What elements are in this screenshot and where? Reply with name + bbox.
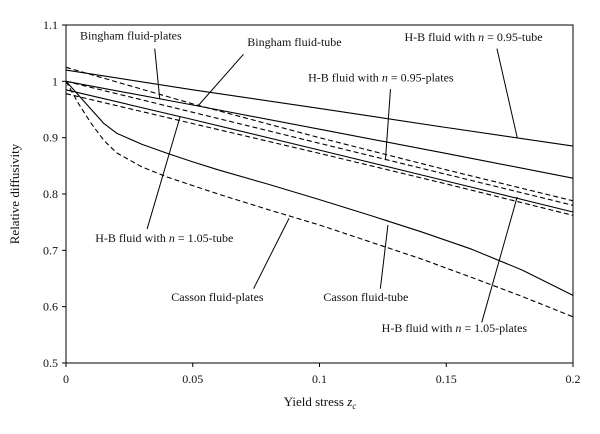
x-tick-label: 0: [63, 372, 69, 386]
x-tick-label: 0.2: [566, 372, 581, 386]
annotation-label: Bingham fluid-plates: [80, 29, 182, 43]
y-tick-label: 0.9: [43, 131, 58, 145]
annotation-label-suffix: = 0.95-tube: [484, 30, 542, 44]
annotation-leader-line: [384, 89, 391, 161]
annotation-label-text: H-B fluid with: [308, 70, 382, 84]
series-line-h-b-fluid-with-n-1-05-tube: [65, 89, 574, 213]
annotation-label: Bingham fluid-tube: [247, 35, 341, 49]
annotation-label: Casson fluid-tube: [323, 290, 408, 304]
x-tick-group: 0 0.05 0.1 0.15 0.2: [63, 363, 581, 386]
annotation-leader-line: [379, 224, 389, 289]
annotation-leader-line: [154, 48, 161, 100]
annotation-leader-line: [481, 196, 518, 323]
y-tick-label: 0.8: [43, 187, 58, 201]
y-tick-label: 0.5: [43, 356, 58, 370]
y-tick-label: 0.7: [43, 243, 58, 257]
annotation-label-text: H-B fluid with: [382, 321, 456, 335]
annotation-label-text: Bingham fluid-tube: [247, 35, 341, 49]
series-line-h-b-fluid-with-n-1-05-plates: [65, 93, 574, 216]
x-tick-label: 0.05: [182, 372, 203, 386]
annotation-label-var: n: [455, 321, 461, 335]
annotation-group: Bingham fluid-plates Bingham fluid-tube H-…: [80, 29, 543, 335]
y-axis-label: Relative diffusivity: [7, 143, 22, 244]
annotation-label-text: H-B fluid with: [404, 30, 478, 44]
annotation-leader-line: [253, 217, 290, 289]
x-axis-label: Yield stress zc: [284, 394, 357, 411]
annotation-label: H-B fluid with n = 0.95-plates: [308, 70, 454, 84]
annotation-label-var: n: [169, 231, 175, 245]
annotation-label-suffix: = 1.05-plates: [461, 321, 527, 335]
annotation-label: H-B fluid with n = 1.05-plates: [382, 321, 528, 335]
x-axis-label-var: z: [346, 394, 352, 409]
annotation-label-var: n: [382, 70, 388, 84]
y-tick-label: 1.1: [43, 18, 58, 32]
y-tick-label: 0.6: [43, 300, 58, 314]
annotation-label: Casson fluid-plates: [171, 290, 264, 304]
series-line-h-b-fluid-with-n-0-95-tube: [65, 69, 574, 147]
annotation-leader-line: [496, 48, 518, 138]
series-line-h-b-fluid-with-n-0-95-plates: [65, 66, 574, 202]
series-line-casson-fluid-tube: [65, 80, 574, 296]
annotation-label-text: H-B fluid with: [95, 231, 169, 245]
x-tick-label: 0.15: [436, 372, 457, 386]
annotation-leader-line: [197, 53, 244, 107]
series-line-bingham-fluid-tube: [65, 80, 574, 206]
annotation-label-var: n: [478, 30, 484, 44]
annotation-label-text: Casson fluid-plates: [171, 290, 264, 304]
x-axis-label-sub: c: [352, 401, 356, 411]
series-group: [65, 66, 574, 318]
x-tick-label: 0.1: [312, 372, 327, 386]
x-axis-label-main: Yield stress: [284, 394, 348, 409]
y-tick-label: 1: [52, 74, 58, 88]
annotation-label: H-B fluid with n = 0.95-tube: [404, 30, 542, 44]
series-line-bingham-fluid-plates: [65, 80, 574, 179]
annotation-label-text: Bingham fluid-plates: [80, 29, 182, 43]
annotation-label-suffix: = 1.05-tube: [175, 231, 233, 245]
y-tick-group: 0.5 0.6 0.7 0.8 0.9 1 1.1: [43, 18, 66, 370]
annotation-label: H-B fluid with n = 1.05-tube: [95, 231, 233, 245]
series-line-casson-fluid-plates: [65, 81, 574, 318]
annotation-label-text: Casson fluid-tube: [323, 290, 408, 304]
annotation-leader-line: [146, 116, 181, 230]
annotation-label-suffix: = 0.95-plates: [388, 70, 454, 84]
